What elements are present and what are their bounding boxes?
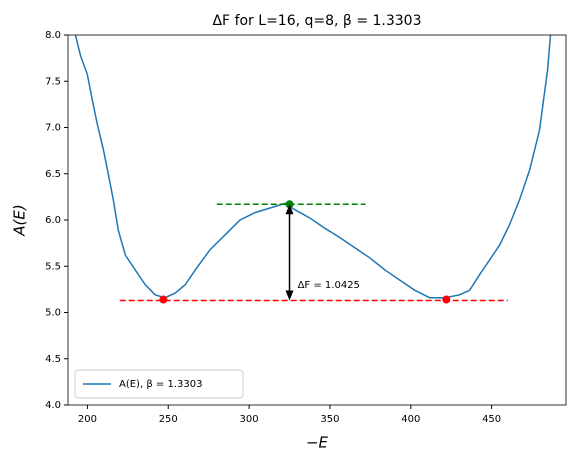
y-tick-label: 4.5 (45, 354, 61, 365)
y-tick-label: 4.0 (45, 400, 61, 411)
y-tick-label: 8.0 (45, 30, 61, 41)
y-tick-label: 6.5 (45, 169, 61, 180)
annotation: ΔF = 1.0425 (298, 280, 360, 291)
axes-frame (67, 34, 567, 406)
chart-title: ΔF for L=16, q=8, β = 1.3303 (212, 13, 421, 29)
legend-label: A(E), β = 1.3303 (119, 379, 202, 390)
x-tick-label: 450 (482, 414, 501, 425)
y-tick-label: 7.0 (45, 123, 61, 134)
x-axis-label: −E (306, 434, 329, 452)
y-axis-label: A(E) (11, 204, 29, 236)
y-tick-label: 5.0 (45, 308, 61, 319)
arrow-head (285, 204, 294, 215)
y-tick-label: 7.5 (45, 76, 61, 87)
arrow-head (285, 290, 294, 301)
x-tick-label: 350 (320, 414, 339, 425)
marker (442, 295, 451, 304)
x-tick-label: 250 (159, 414, 178, 425)
line-series (74, 35, 552, 299)
x-tick-label: 300 (240, 414, 259, 425)
x-tick-label: 400 (401, 414, 420, 425)
y-tick-label: 6.0 (45, 215, 61, 226)
marker (159, 295, 168, 304)
y-tick-label: 5.5 (45, 261, 61, 272)
plot-area (74, 35, 552, 304)
x-tick-label: 200 (78, 414, 97, 425)
legend-box (74, 369, 244, 399)
